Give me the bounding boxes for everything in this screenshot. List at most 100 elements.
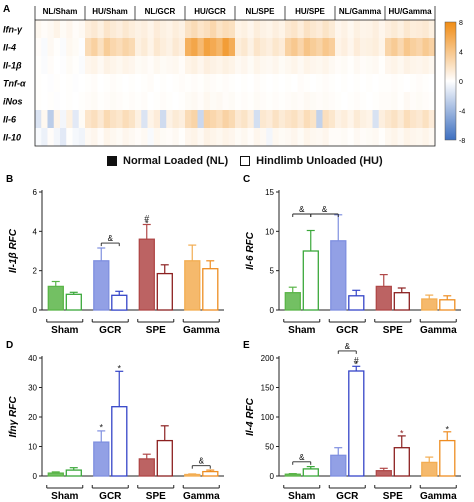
heatmap-cell [191, 110, 198, 129]
heatmap-cell [403, 110, 411, 129]
significance-mark: # [144, 214, 149, 224]
heatmap-cell [128, 56, 136, 75]
heatmap-cell [78, 128, 86, 147]
legend-hu-label: Hindlimb Unloaded (HU) [256, 155, 383, 167]
heatmap-cell [278, 128, 286, 147]
heatmap-cell [35, 56, 42, 75]
heatmap-row-label: Ifn-γ [3, 25, 23, 35]
heatmap-cell [397, 20, 405, 39]
heatmap-cell [260, 110, 267, 129]
heatmap-cell [210, 74, 217, 93]
colorbar-tick-label: 4 [459, 50, 463, 57]
heatmap-cell [203, 74, 211, 93]
heatmap-cell [72, 20, 80, 39]
heatmap-cell [141, 38, 148, 57]
heatmap-cell [316, 20, 323, 39]
heatmap-cell [322, 128, 330, 147]
y-tick-label: 6 [33, 188, 38, 197]
heatmap-cell [153, 128, 161, 147]
group-label: Sham [51, 325, 78, 336]
heatmap-cell [85, 92, 92, 111]
heatmap-cell [241, 56, 248, 75]
heatmap-cell [291, 38, 298, 57]
heatmap-cell [97, 38, 105, 57]
heatmap-cell [403, 38, 411, 57]
heatmap-cell [247, 92, 255, 111]
heatmap-cell [53, 128, 61, 147]
heatmap-cell [97, 128, 105, 147]
heatmap-cell [122, 128, 130, 147]
heatmap-cell [347, 74, 355, 93]
heatmap-cell [60, 20, 67, 39]
heatmap-cell [391, 74, 398, 93]
heatmap-cell [191, 74, 198, 93]
heatmap-cell [253, 38, 261, 57]
heatmap-cell [185, 38, 192, 57]
significance-mark: * [100, 422, 104, 432]
heatmap-cell [78, 38, 86, 57]
heatmap-cell [222, 92, 230, 111]
panel-letter-a: A [3, 4, 10, 15]
heatmap-row-label: Il-6 [3, 115, 17, 125]
heatmap-cell [147, 38, 155, 57]
heatmap-cell [316, 38, 323, 57]
heatmap-cell [310, 128, 317, 147]
heatmap-cell [153, 110, 161, 129]
heatmap-cell [135, 92, 142, 111]
heatmap-cell [110, 92, 117, 111]
heatmap-cell [66, 74, 73, 93]
heatmap-cell [322, 38, 330, 57]
panel-letter: E [243, 340, 250, 351]
y-axis-label: Il-1β RFC [8, 228, 19, 273]
heatmap-cell [397, 110, 405, 129]
heatmap-group-label: NL/SPE [246, 7, 276, 16]
heatmap-cell [222, 110, 230, 129]
bar-nl [421, 461, 438, 477]
heatmap-cell [128, 20, 136, 39]
heatmap-cell [197, 74, 205, 93]
heatmap-cell [416, 38, 423, 57]
heatmap-cell [253, 128, 261, 147]
heatmap-cells [35, 20, 436, 147]
bar-nl [93, 260, 110, 311]
heatmap-cell [47, 20, 55, 39]
heatmap-cell [360, 110, 367, 129]
heatmap-cell [72, 92, 80, 111]
heatmap-cell [185, 20, 192, 39]
heatmap-row-labels: Ifn-γ Il-4 Il-1β Tnf-α iNos Il-6 Il-10 [3, 25, 26, 143]
heatmap-cell [191, 92, 198, 111]
bar-nl [47, 285, 64, 311]
heatmap-cell [203, 110, 211, 129]
heatmap-cell [360, 128, 367, 147]
heatmap-cell [260, 92, 267, 111]
y-tick-label: 0 [270, 472, 275, 481]
heatmap-cell [347, 110, 355, 129]
heatmap-cell [41, 92, 48, 111]
heatmap-cell [35, 38, 42, 57]
heatmap-cell [285, 56, 292, 75]
heatmap-cell [78, 92, 86, 111]
heatmap-cell [122, 74, 130, 93]
heatmap-row-label: Il-10 [3, 133, 21, 143]
heatmap-cell [291, 20, 298, 39]
bar-nl [375, 470, 392, 477]
heatmap-cell [35, 20, 42, 39]
significance-mark: & [199, 457, 205, 466]
heatmap-cell [397, 128, 405, 147]
heatmap-cell [172, 74, 180, 93]
heatmap-cell [47, 74, 55, 93]
heatmap-cell [103, 56, 111, 75]
bar-nl [330, 240, 347, 311]
heatmap-cell [91, 20, 98, 39]
heatmap-cell [416, 56, 423, 75]
heatmap-cell [110, 128, 117, 147]
heatmap-cell [378, 20, 386, 39]
heatmap-cell [103, 128, 111, 147]
heatmap-cell [153, 92, 161, 111]
heatmap-cell [278, 74, 286, 93]
heatmap-cell [191, 56, 198, 75]
heatmap-cell [235, 128, 242, 147]
heatmap-cell [285, 110, 292, 129]
heatmap-cell [147, 110, 155, 129]
